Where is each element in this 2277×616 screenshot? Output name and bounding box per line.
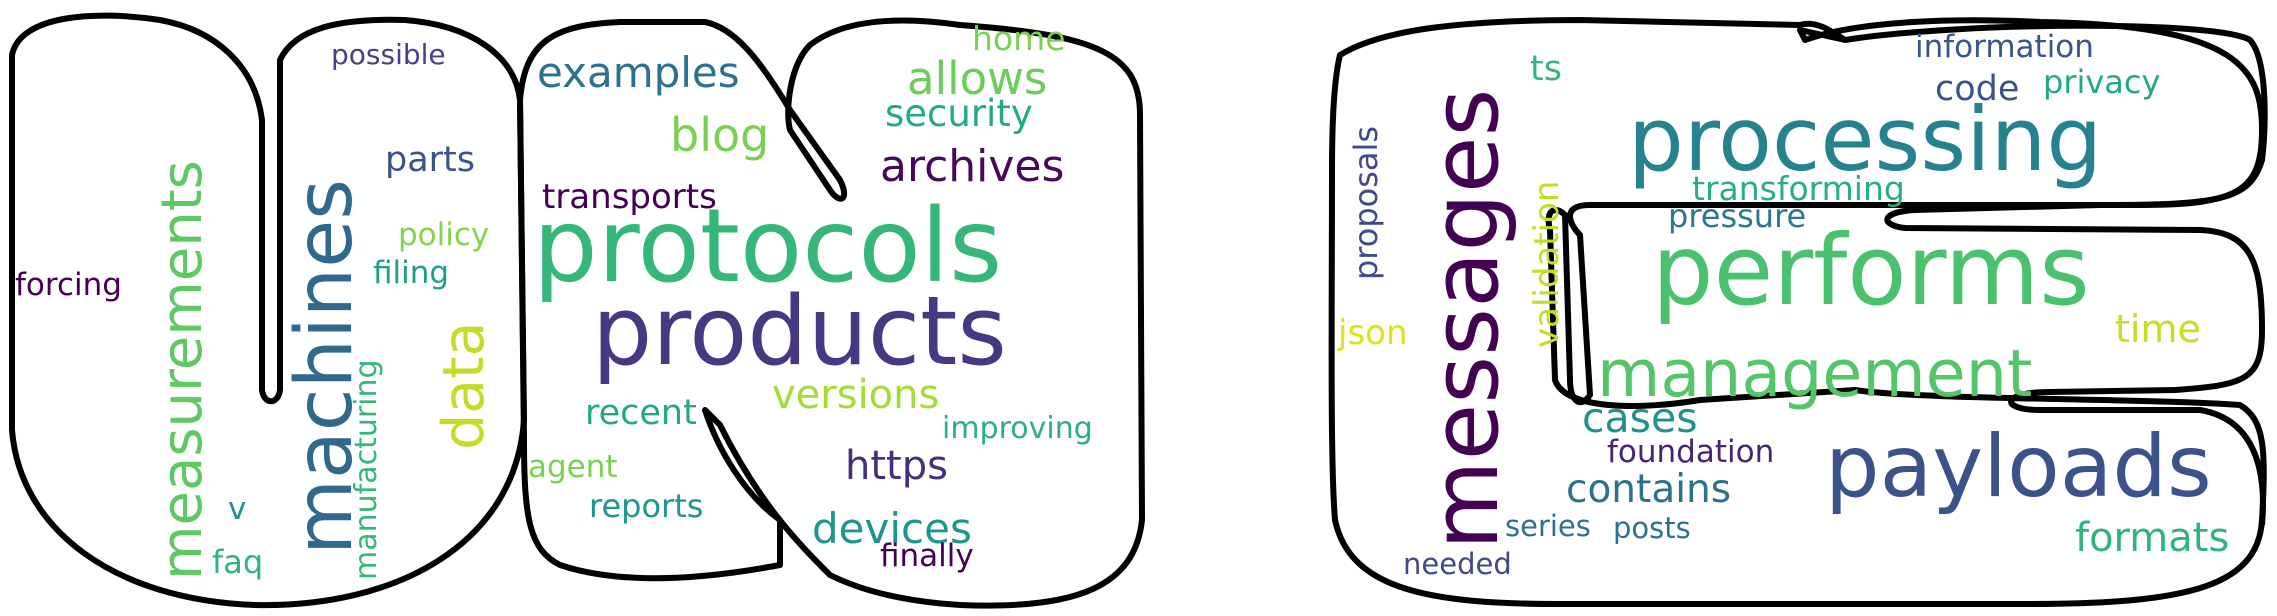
word-measurements: measurements — [150, 160, 215, 580]
word-manufacturing: manufacturing — [349, 359, 384, 580]
outline-letter-u — [9, 12, 527, 609]
outline-letter-c — [1328, 17, 2267, 608]
word-allows: allows — [907, 52, 1048, 105]
word-faq: faq — [212, 543, 264, 581]
word-payloads: payloads — [1825, 417, 2212, 517]
word-series: series — [1505, 509, 1591, 543]
word-cases: cases — [1582, 394, 1698, 442]
word-processing: processing — [1628, 88, 2103, 191]
word-time: time — [2115, 307, 2201, 351]
word-posts: posts — [1613, 511, 1691, 545]
word-proposals: proposals — [1347, 125, 1385, 280]
word-transports: transports — [542, 177, 717, 217]
word-versions: versions — [772, 372, 940, 418]
word-security: security — [885, 92, 1033, 135]
word-https: https — [845, 443, 948, 489]
word-forcing: forcing — [15, 267, 122, 303]
word-blog: blog — [670, 108, 770, 162]
word-devices: devices — [812, 504, 972, 553]
word-needed: needed — [1403, 547, 1512, 581]
word-management: management — [1597, 337, 2033, 412]
word-improving: improving — [942, 411, 1093, 446]
word-v: v — [228, 491, 247, 527]
word-recent: recent — [585, 393, 697, 433]
word-performs: performs — [1652, 214, 2090, 327]
word-formats: formats — [2075, 515, 2230, 561]
word-parts: parts — [385, 140, 476, 180]
word-information: information — [1915, 29, 2094, 65]
word-home: home — [972, 19, 1066, 58]
word-filing: filing — [373, 255, 450, 291]
word-messages: messages — [1412, 88, 1519, 550]
outline-letter-r — [517, 17, 1145, 609]
word-products: products — [592, 277, 1007, 387]
word-validation: validation — [1527, 180, 1567, 348]
word-possible: possible — [331, 38, 446, 71]
word-protocols: protocols — [533, 187, 1003, 306]
outline-letter-e — [1844, 22, 2268, 526]
word-code: code — [1935, 69, 2020, 109]
word-contains: contains — [1566, 467, 1732, 512]
word-pressure: pressure — [1668, 197, 1807, 235]
word-reports: reports — [589, 487, 704, 525]
word-agent: agent — [528, 449, 618, 485]
word-transforming: transforming — [1692, 169, 1905, 208]
word-examples: examples — [537, 48, 740, 97]
word-policy: policy — [398, 217, 490, 253]
word-foundation: foundation — [1607, 434, 1775, 470]
word-json: json — [1338, 313, 1408, 353]
word-finally: finally — [880, 538, 974, 574]
word-privacy: privacy — [2043, 63, 2161, 101]
word-archives: archives — [880, 141, 1065, 192]
word-data: data — [431, 321, 497, 450]
word-ts: ts — [1530, 49, 1562, 89]
